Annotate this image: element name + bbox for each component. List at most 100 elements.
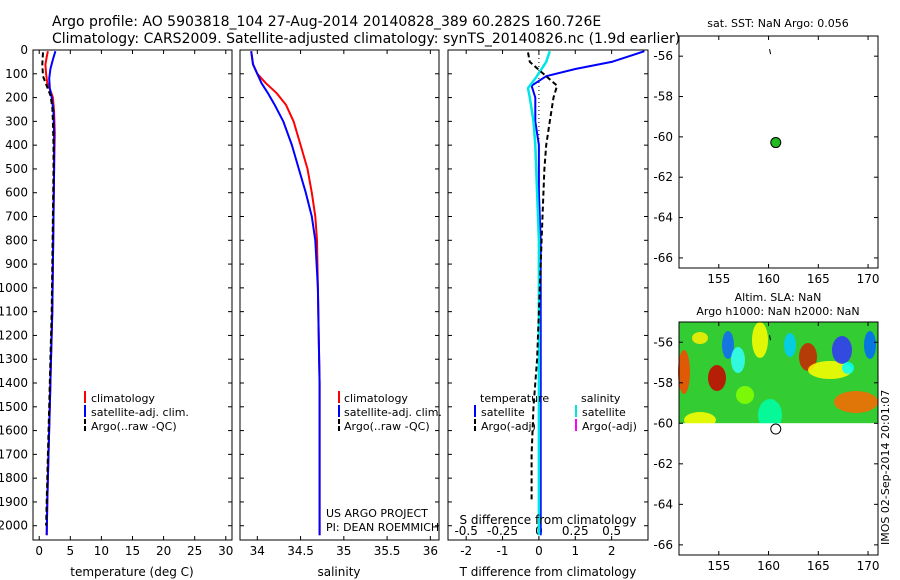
argo-position-marker: [770, 423, 782, 435]
x-tick-label: 155: [707, 272, 730, 286]
sla-cell: [864, 331, 876, 359]
x2-tick-label: 0.25: [562, 524, 589, 538]
legend-swatch-argo: [474, 419, 476, 424]
sla-map-title: Altim. SLA: NaN: [735, 291, 822, 304]
temperature-xlabel: temperature (deg C): [70, 565, 193, 579]
sla-cell: [842, 362, 854, 374]
credit-line1: US ARGO PROJECT: [326, 507, 428, 520]
legend-swatch-sal-argo: [575, 419, 577, 431]
y-tick-label: 600: [5, 186, 28, 200]
y-tick-label: 400: [5, 138, 28, 152]
x-tick-label: 170: [857, 559, 880, 573]
sst-map-axes: [678, 35, 879, 269]
y-tick-label: 1700: [0, 447, 28, 461]
legend-label: Argo(-adj): [481, 420, 536, 433]
y-tick-label: 1000: [0, 281, 28, 295]
sla-cell: [736, 386, 754, 404]
x-tick-label: 165: [807, 559, 830, 573]
x-tick-label: 35: [336, 544, 351, 558]
series-line-satellite: [530, 50, 645, 536]
sla-cell: [722, 331, 734, 359]
salinity-xlabel: salinity: [317, 565, 360, 579]
x-tick-label: 10: [94, 544, 109, 558]
x-tick-label: 20: [156, 544, 171, 558]
y-tick-label: 300: [5, 114, 28, 128]
map-tick-mark: [769, 49, 772, 55]
y-tick-label: 1900: [0, 495, 28, 509]
y-tick-label: -58: [653, 376, 673, 390]
legend-swatch-sal-satellite: [575, 405, 577, 417]
y-tick-label: 1800: [0, 471, 28, 485]
legend-swatch-argo: [84, 419, 86, 424]
legend-swatch-satellite: [474, 405, 476, 417]
y-tick-label: -60: [653, 130, 673, 144]
series-line-satellite: [250, 51, 321, 536]
y-tick-label: 1500: [0, 400, 28, 414]
legend-swatch-satellite: [84, 405, 86, 417]
x2-tick-label: -0.25: [487, 524, 518, 538]
legend-label: Argo(..raw -QC): [91, 420, 177, 433]
x-tick-label: 2: [608, 544, 616, 558]
series-line-sal_satellite: [526, 50, 551, 536]
x-tick-label: 160: [757, 272, 780, 286]
y-tick-label: 1600: [0, 424, 28, 438]
y-tick-label: 2000: [0, 519, 28, 533]
sla-cell: [692, 332, 708, 344]
legend-label: climatology: [91, 392, 155, 405]
x2-tick-label: 0.5: [602, 524, 621, 538]
series-line-climatology: [250, 51, 321, 536]
sla-cell: [678, 350, 690, 394]
x-tick-label: 170: [857, 272, 880, 286]
temperature-legend: climatology satellite-adj. clim. Argo(..…: [84, 391, 189, 433]
sla-nodata: [679, 423, 878, 555]
sla-cell: [832, 336, 852, 364]
sla-cell: [808, 361, 852, 379]
y-tick-label: -66: [653, 251, 673, 265]
x-tick-label: -1: [497, 544, 509, 558]
difference-xlabel2: S difference from climatology: [460, 513, 637, 527]
y-tick-label: 200: [5, 91, 28, 105]
y-tick-label: -60: [653, 416, 673, 430]
sla-field: [678, 322, 878, 555]
legend-swatch-argo: [84, 426, 86, 431]
y-tick-label: -64: [653, 497, 673, 511]
legend-swatch-satellite: [338, 405, 340, 417]
sla-cell: [799, 343, 817, 371]
x-tick-label: 35.5: [374, 544, 401, 558]
difference-xlabel: T difference from climatology: [459, 565, 637, 579]
legend-swatch-climatology: [84, 391, 86, 403]
sst-map-title: sat. SST: NaN Argo: 0.056: [707, 17, 848, 30]
y-tick-label: 1100: [0, 305, 28, 319]
series-line-argo: [41, 52, 55, 526]
y-tick-label: 1200: [0, 328, 28, 342]
header-title-line2: Climatology: CARS2009. Satellite-adjuste…: [52, 31, 680, 47]
y-tick-label: -58: [653, 90, 673, 104]
difference-axes: [447, 49, 649, 541]
legend-label: Argo(-adj): [582, 420, 637, 433]
y-tick-label: -56: [653, 49, 673, 63]
legend-swatch-argo: [338, 426, 340, 431]
sla-cell: [784, 333, 796, 357]
legend-label: satellite-adj. clim.: [91, 406, 189, 419]
x-tick-label: 34.5: [287, 544, 314, 558]
y-tick-label: -56: [653, 335, 673, 349]
salinity-axes: [239, 49, 440, 541]
sla-map-axes: [678, 321, 879, 556]
legend-label: Argo(..raw -QC): [344, 420, 430, 433]
x2-tick-label: -0.5: [454, 524, 477, 538]
x-tick-label: 36: [423, 544, 438, 558]
legend-heading-temperature: temperature: [480, 392, 549, 405]
argo-position-marker: [770, 137, 782, 149]
x-tick-label: -2: [460, 544, 472, 558]
x-tick-label: 0: [535, 544, 543, 558]
y-tick-label: -62: [653, 457, 673, 471]
x-tick-label: 160: [757, 559, 780, 573]
x-tick-label: 15: [125, 544, 140, 558]
x-tick-label: 155: [707, 559, 730, 573]
series-line-argo: [527, 52, 559, 502]
x-tick-label: 165: [807, 272, 830, 286]
y-tick-label: 700: [5, 210, 28, 224]
x-tick-label: 0: [35, 544, 43, 558]
y-tick-label: 900: [5, 257, 28, 271]
